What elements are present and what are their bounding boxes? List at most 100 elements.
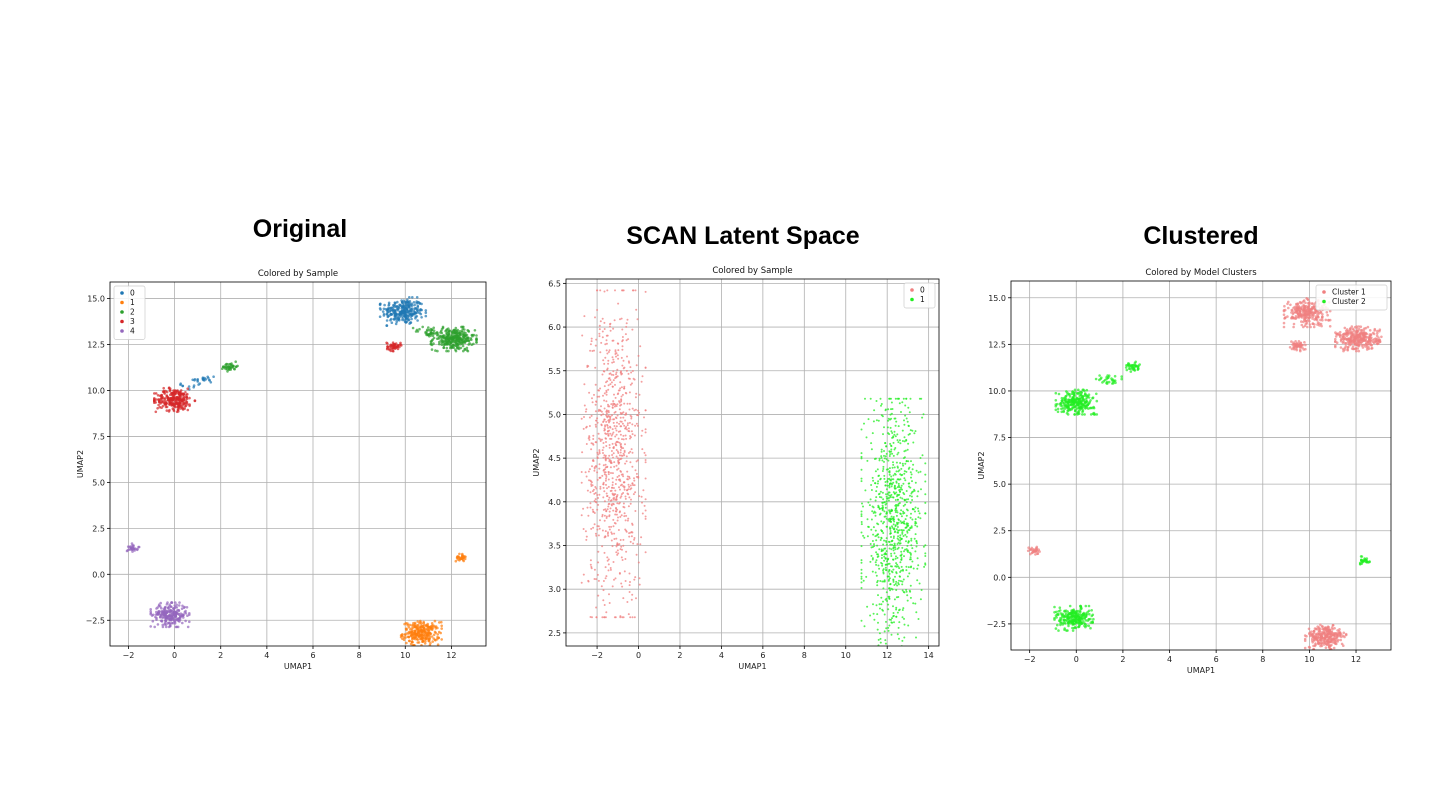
scatter-point	[601, 515, 604, 518]
scatter-point	[447, 329, 451, 333]
scatter-point	[607, 485, 610, 488]
scatter-point	[903, 636, 906, 639]
scatter-point	[1076, 403, 1080, 407]
scatter-point	[389, 306, 393, 310]
scatter-point	[903, 499, 906, 502]
scatter-point	[413, 629, 417, 633]
scatter-point	[622, 538, 625, 541]
scatter-point	[902, 464, 905, 467]
scatter-point	[909, 584, 912, 587]
scatter-point	[881, 648, 883, 650]
scatter-point	[1331, 624, 1335, 627]
scatter-point	[618, 486, 620, 489]
scatter-point	[1355, 327, 1359, 330]
legend-marker	[120, 310, 124, 314]
scatter-point	[898, 637, 900, 640]
scatter-point	[611, 477, 614, 480]
scatter-point	[603, 321, 606, 324]
scatter-point	[905, 590, 908, 593]
scatter-point	[912, 441, 915, 444]
scatter-point	[904, 414, 907, 417]
scatter-point	[630, 415, 633, 418]
x-axis-label: UMAP1	[738, 662, 766, 671]
scatter-point	[1296, 302, 1299, 306]
scatter-point	[890, 515, 893, 518]
scatter-point	[1321, 319, 1324, 322]
scatter-point	[1094, 377, 1098, 381]
scatter-point	[875, 574, 878, 577]
scatter-point	[449, 341, 453, 344]
scatter-point	[614, 443, 617, 446]
scatter-point	[1067, 398, 1071, 402]
scatter-point	[430, 627, 433, 630]
scatter-point	[591, 397, 593, 400]
scatter-point	[621, 585, 624, 588]
scatter-point	[159, 613, 162, 617]
scatter-point	[900, 553, 903, 556]
scatter-point	[623, 424, 626, 427]
scatter-point	[612, 525, 615, 528]
scatter-point	[905, 397, 908, 400]
scatter-point	[445, 341, 449, 345]
scatter-point	[611, 472, 614, 475]
scatter-point	[407, 318, 411, 322]
scatter-point	[613, 425, 616, 427]
scatter-point	[1070, 392, 1074, 396]
scatter-point	[1063, 628, 1066, 632]
scatter-point	[1328, 640, 1331, 644]
scatter-point	[454, 335, 457, 338]
scatter-point	[159, 619, 163, 623]
scatter-point	[611, 385, 614, 388]
scatter-point	[603, 407, 606, 410]
scatter-point	[426, 634, 429, 637]
scatter-point	[1338, 335, 1342, 338]
scatter-point	[882, 572, 885, 575]
scatter-point	[874, 482, 876, 485]
scatter-point	[176, 408, 180, 411]
scatter-point	[887, 499, 890, 502]
scatter-point	[896, 537, 899, 540]
scatter-point	[626, 402, 629, 405]
scatter-point	[637, 561, 640, 564]
scatter-point	[896, 433, 899, 436]
scatter-point	[883, 510, 886, 513]
scatter-point	[180, 399, 184, 402]
scatter-point	[1377, 336, 1380, 339]
scatter-point	[596, 309, 599, 311]
scatter-point	[420, 316, 423, 319]
scatter-point	[1306, 297, 1309, 301]
scatter-point	[1349, 339, 1352, 343]
scatter-point	[640, 495, 643, 498]
scatter-point	[644, 290, 647, 293]
scatter-point	[619, 425, 622, 428]
scatter-point	[1322, 643, 1326, 646]
scatter-point	[892, 454, 895, 457]
scatter-point	[860, 581, 863, 584]
scatter-point	[634, 289, 637, 292]
scatter-point	[617, 529, 620, 531]
scatter-point	[1079, 604, 1082, 608]
scatter-point	[911, 547, 914, 550]
scatter-point	[1300, 320, 1303, 323]
scatter-point	[1307, 302, 1311, 305]
scatter-point	[905, 588, 908, 591]
scatter-point	[470, 338, 473, 341]
scatter-point	[592, 510, 595, 513]
scatter-point	[615, 376, 618, 379]
scatter-point	[595, 487, 598, 490]
scatter-point	[1074, 610, 1077, 614]
scatter-point	[436, 349, 439, 353]
scatter-point	[458, 552, 461, 556]
scatter-point	[464, 333, 468, 337]
scatter-point	[644, 509, 647, 512]
scatter-point	[914, 550, 917, 553]
scatter-point	[627, 488, 630, 491]
scatter-point	[605, 334, 608, 337]
scatter-point	[635, 553, 638, 556]
scatter-point	[905, 439, 908, 442]
scatter-point	[624, 434, 627, 437]
scatter-point	[385, 319, 389, 322]
scatter-point	[581, 451, 584, 454]
scatter-point	[1313, 639, 1316, 642]
scatter-point	[626, 424, 629, 427]
